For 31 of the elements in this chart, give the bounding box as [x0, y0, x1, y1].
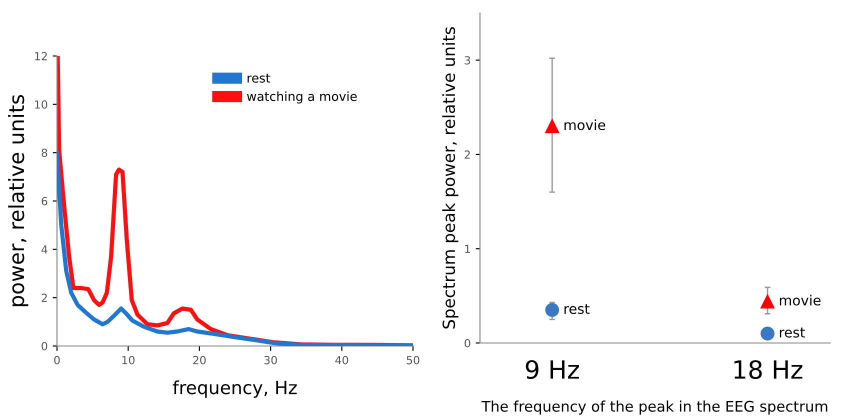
y-tick-label: 4: [41, 245, 48, 254]
point: [760, 326, 774, 341]
x-tick-label: 50: [406, 356, 420, 364]
y-tick-label: 0: [42, 342, 48, 350]
y-tick-label: 0: [464, 338, 470, 348]
y-tick-label: 1: [465, 244, 470, 253]
point: [545, 303, 560, 317]
x-tick-label: 20: [193, 356, 206, 364]
x-tick-label: 9 Hz: [526, 360, 579, 380]
point: [545, 119, 560, 134]
y-tick-label: 10: [35, 100, 48, 109]
y-tick-label: 12: [35, 52, 47, 60]
y-tick-label: 8: [42, 148, 48, 158]
y-tick-label: 2: [464, 150, 470, 159]
annotation: movie: [780, 294, 821, 306]
annotation: movie: [564, 119, 606, 130]
x-axis-title: The frequency of the peak in the EEG spectrum: [482, 400, 828, 415]
x-tick-label: 40: [335, 356, 348, 364]
y-axis-title: Spectrum peak power, relative units: [442, 27, 458, 329]
y-tick-label: 6: [42, 196, 48, 206]
x-tick-label: 10: [122, 356, 135, 364]
y-tick-label: 2: [42, 294, 47, 302]
x-tick-label: 18 Hz: [734, 360, 802, 380]
x-tick-label: 30: [264, 356, 277, 364]
point: [760, 294, 774, 308]
annotation: rest: [564, 304, 590, 314]
y-tick-label: 3: [464, 56, 470, 65]
x-axis-title: frequency, Hz: [172, 380, 297, 398]
x-tick-label: 0: [54, 356, 60, 364]
annotation: rest: [780, 328, 805, 338]
y-axis-title: power, relative units: [8, 94, 28, 306]
